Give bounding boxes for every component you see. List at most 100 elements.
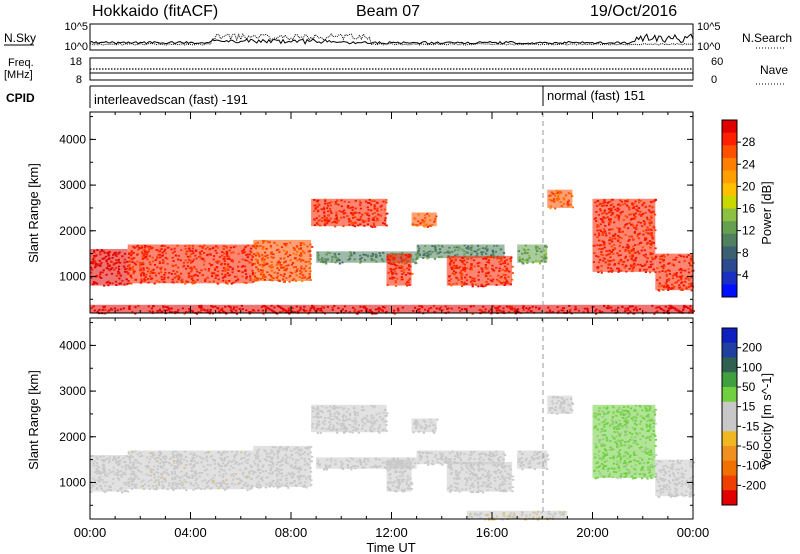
heatmap-cell (226, 283, 229, 285)
heatmap-region (446, 461, 513, 492)
heatmap-cell (338, 262, 341, 265)
heatmap-region (253, 239, 312, 282)
heatmap-cell (310, 446, 313, 448)
heatmap-cell (385, 199, 388, 201)
date-title: 19/Oct/2016 (590, 3, 677, 20)
heatmap-cell (480, 285, 483, 288)
power-ylabel: Slant Range [km] (26, 163, 41, 263)
heatmap-cell (134, 312, 137, 315)
heatmap-cell (422, 432, 425, 434)
heatmap-cell (433, 432, 436, 434)
heatmap-cell (482, 285, 485, 288)
power-data-cells (90, 189, 695, 315)
heatmap-cell (336, 431, 339, 434)
heatmap-cell (276, 486, 279, 489)
heatmap-cell (654, 445, 657, 447)
heatmap-region (411, 418, 437, 433)
heatmap-cell (653, 313, 656, 315)
heatmap-cell (511, 490, 514, 493)
heatmap-cell (351, 431, 354, 434)
heatmap-cell (654, 199, 657, 201)
heatmap-region (90, 249, 128, 286)
heatmap-cell (342, 468, 345, 470)
heatmap-cell (449, 490, 452, 493)
heatmap-cell (441, 464, 444, 466)
heatmap-cell (373, 312, 376, 315)
heatmap-cell (511, 486, 514, 489)
heatmap-region (592, 198, 656, 272)
heatmap-cell (426, 257, 429, 260)
heatmap-cell (432, 463, 435, 466)
heatmap-cell (484, 285, 487, 287)
heatmap-cell (410, 488, 413, 490)
heatmap-cell (654, 229, 657, 232)
heatmap-cell (359, 262, 362, 264)
y-tick-label: 4000 (59, 132, 86, 146)
heatmap-cell (539, 262, 542, 265)
heatmap-cell (276, 312, 279, 315)
heatmap-cell (350, 468, 353, 471)
heatmap-cell (571, 206, 574, 209)
freq-label: Freq. (8, 57, 34, 69)
heatmap-cell (386, 212, 389, 215)
heatmap-cell (490, 312, 493, 315)
heatmap-cell (690, 289, 693, 292)
heatmap-cell (258, 486, 261, 489)
heatmap-cell (287, 486, 290, 489)
heatmap-cell (477, 491, 480, 493)
heatmap-cell (264, 486, 267, 489)
heatmap-cell (482, 491, 485, 494)
heatmap-cell (172, 489, 175, 491)
heatmap-cell (427, 464, 430, 466)
heatmap-cell (477, 285, 480, 288)
cpid-mode-2: normal (fast) 151 (547, 88, 645, 103)
heatmap-cell (433, 258, 436, 260)
freq-unit: [MHz] (4, 69, 33, 81)
heatmap-cell (235, 312, 238, 315)
heatmap-cell (549, 207, 552, 210)
velocity-data-cells (90, 395, 696, 521)
heatmap-region (547, 189, 573, 208)
heatmap-cell (533, 468, 536, 471)
beam-title: Beam 07 (356, 3, 420, 20)
heatmap-region (517, 244, 548, 263)
heatmap-region (127, 244, 254, 284)
y-tick-label: 3000 (59, 178, 86, 192)
heatmap-cell (259, 486, 262, 489)
heatmap-cell (301, 280, 304, 283)
station-title: Hokkaido (fitACF) (92, 3, 218, 20)
heatmap-cell (547, 458, 550, 461)
heatmap-region (127, 450, 254, 490)
cpid-mode-1: interleavedscan (fast) -191 (94, 92, 248, 107)
heatmap-cell (411, 273, 414, 275)
heatmap-cell (183, 312, 186, 315)
heatmap-cell (546, 468, 549, 470)
heatmap-cell (522, 262, 525, 265)
heatmap-region (386, 459, 412, 492)
heatmap-cell (192, 488, 195, 491)
heatmap-cell (475, 491, 478, 494)
heatmap-cell (217, 282, 220, 285)
heatmap-cell (594, 477, 597, 480)
heatmap-cell (504, 454, 507, 457)
heatmap-cell (310, 479, 313, 482)
nsearch-tick-top: 10^5 (697, 21, 721, 33)
y-tick-label: 1000 (59, 269, 86, 283)
heatmap-cell (325, 468, 329, 471)
nave-tick-top: 60 (711, 56, 723, 68)
heatmap-cell (641, 477, 644, 480)
heatmap-cell (616, 477, 619, 480)
heatmap-cell (526, 262, 529, 264)
heatmap-cell (121, 491, 124, 494)
heatmap-region (316, 457, 417, 469)
heatmap-cell (512, 478, 515, 481)
heatmap-cell (353, 225, 357, 228)
heatmap-cell (378, 431, 381, 434)
heatmap-cell (511, 475, 514, 478)
heatmap-region (311, 198, 387, 227)
heatmap-region (90, 455, 128, 492)
heatmap-cell (646, 477, 649, 480)
heatmap-cell (554, 207, 557, 210)
